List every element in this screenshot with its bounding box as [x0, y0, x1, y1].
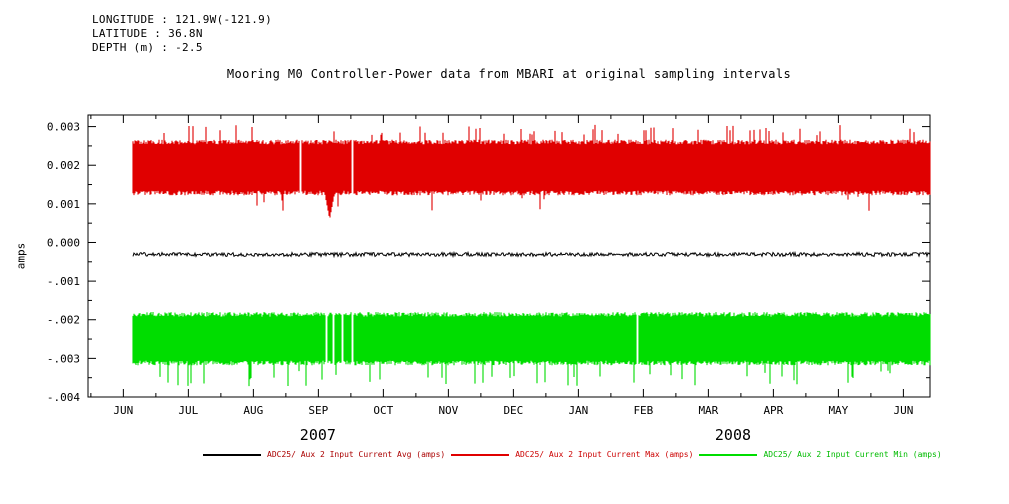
- x-tick-label: OCT: [373, 404, 393, 417]
- x-tick-label: FEB: [633, 404, 653, 417]
- y-tick-label: 0.001: [47, 198, 80, 211]
- series-line-0: [132, 250, 931, 259]
- x-tick-label: JAN: [568, 404, 588, 417]
- chart-title: Mooring M0 Controller-Power data from MB…: [226, 67, 792, 81]
- legend-item-max: ADC25/ Aux 2 Input Current Max (amps): [451, 450, 693, 459]
- y-tick-label: 0.003: [47, 121, 80, 134]
- x-tick-label: JUL: [178, 404, 198, 417]
- avg-line-swatch: [203, 453, 261, 456]
- y-tick-label: 0.002: [47, 159, 80, 172]
- legend: ADC25/ Aux 2 Input Current Avg (amps) AD…: [203, 450, 942, 459]
- y-tick-label: -.003: [47, 352, 80, 365]
- x-tick-label: AUG: [243, 404, 263, 417]
- year-label-2007: 2007: [299, 426, 336, 444]
- x-tick-label: MAY: [828, 404, 848, 417]
- legend-label-min: ADC25/ Aux 2 Input Current Min (amps): [763, 450, 942, 459]
- x-tick-label: SEP: [308, 404, 328, 417]
- y-tick-label: -.004: [47, 391, 80, 404]
- longitude-label: LONGITUDE : 121.9W(-121.9): [92, 13, 272, 26]
- x-tick-label: JUN: [893, 404, 913, 417]
- depth-label: DEPTH (m) : -2.5: [92, 41, 203, 54]
- legend-label-max: ADC25/ Aux 2 Input Current Max (amps): [515, 450, 694, 459]
- series-band-2: [132, 312, 931, 387]
- y-tick-label: -.002: [47, 314, 80, 327]
- y-tick-label: -.001: [47, 275, 80, 288]
- min-line-swatch: [699, 453, 758, 456]
- x-tick-label: NOV: [438, 404, 458, 417]
- legend-label-avg: ADC25/ Aux 2 Input Current Avg (amps): [267, 450, 446, 459]
- year-label-2008: 2008: [714, 426, 752, 444]
- legend-item-min: ADC25/ Aux 2 Input Current Min (amps): [699, 450, 942, 459]
- max-line-swatch: [451, 453, 510, 456]
- series-band-1: [132, 124, 931, 218]
- x-tick-label: DEC: [503, 404, 523, 417]
- legend-item-avg: ADC25/ Aux 2 Input Current Avg (amps): [203, 450, 445, 459]
- latitude-label: LATITUDE : 36.8N: [92, 27, 203, 40]
- x-tick-label: MAR: [698, 404, 718, 417]
- plot-frame: [87, 114, 931, 398]
- x-tick-label: APR: [763, 404, 783, 417]
- y-tick-label: 0.000: [47, 236, 80, 249]
- location-header: LONGITUDE : 121.9W(-121.9) LATITUDE : 36…: [92, 13, 272, 55]
- x-tick-label: JUN: [113, 404, 133, 417]
